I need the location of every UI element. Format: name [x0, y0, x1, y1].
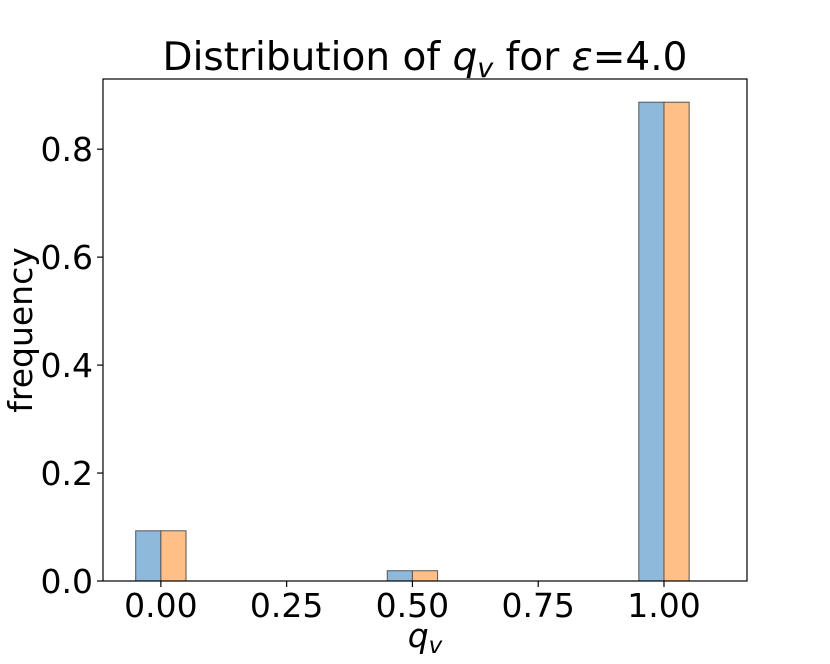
bar-series1-0: [135, 530, 162, 582]
bar-series1-4: [638, 101, 665, 582]
bar-series2-0: [160, 530, 187, 582]
x-tick-label: 1.00: [627, 586, 700, 625]
chart-title: Distribution of qv for ε=4.0: [163, 35, 688, 84]
x-axis-label: qv: [408, 616, 443, 659]
y-tick-label: 0.0: [41, 562, 93, 601]
x-axis: 0.00 0.25 0.50 0.75 1.00: [124, 581, 701, 625]
y-tick-label: 0.6: [41, 238, 93, 277]
x-tick-label: 0.25: [250, 586, 323, 625]
plot-area-frame: [102, 78, 748, 582]
x-tick-label: 0.00: [124, 586, 197, 625]
x-tick-label: 0.75: [501, 586, 574, 625]
bar-series2-4: [663, 101, 690, 582]
y-tick-label: 0.4: [41, 346, 93, 385]
y-axis: 0.0 0.2 0.4 0.6 0.8: [41, 130, 103, 601]
y-axis-label: frequency: [1, 247, 40, 413]
bar-series1-2: [386, 570, 413, 582]
bar-series2-2: [411, 570, 439, 582]
y-tick-label: 0.2: [41, 454, 93, 493]
x-tick-label: 0.50: [376, 586, 449, 625]
y-tick-label: 0.8: [41, 130, 93, 169]
bars-group: [135, 101, 690, 582]
